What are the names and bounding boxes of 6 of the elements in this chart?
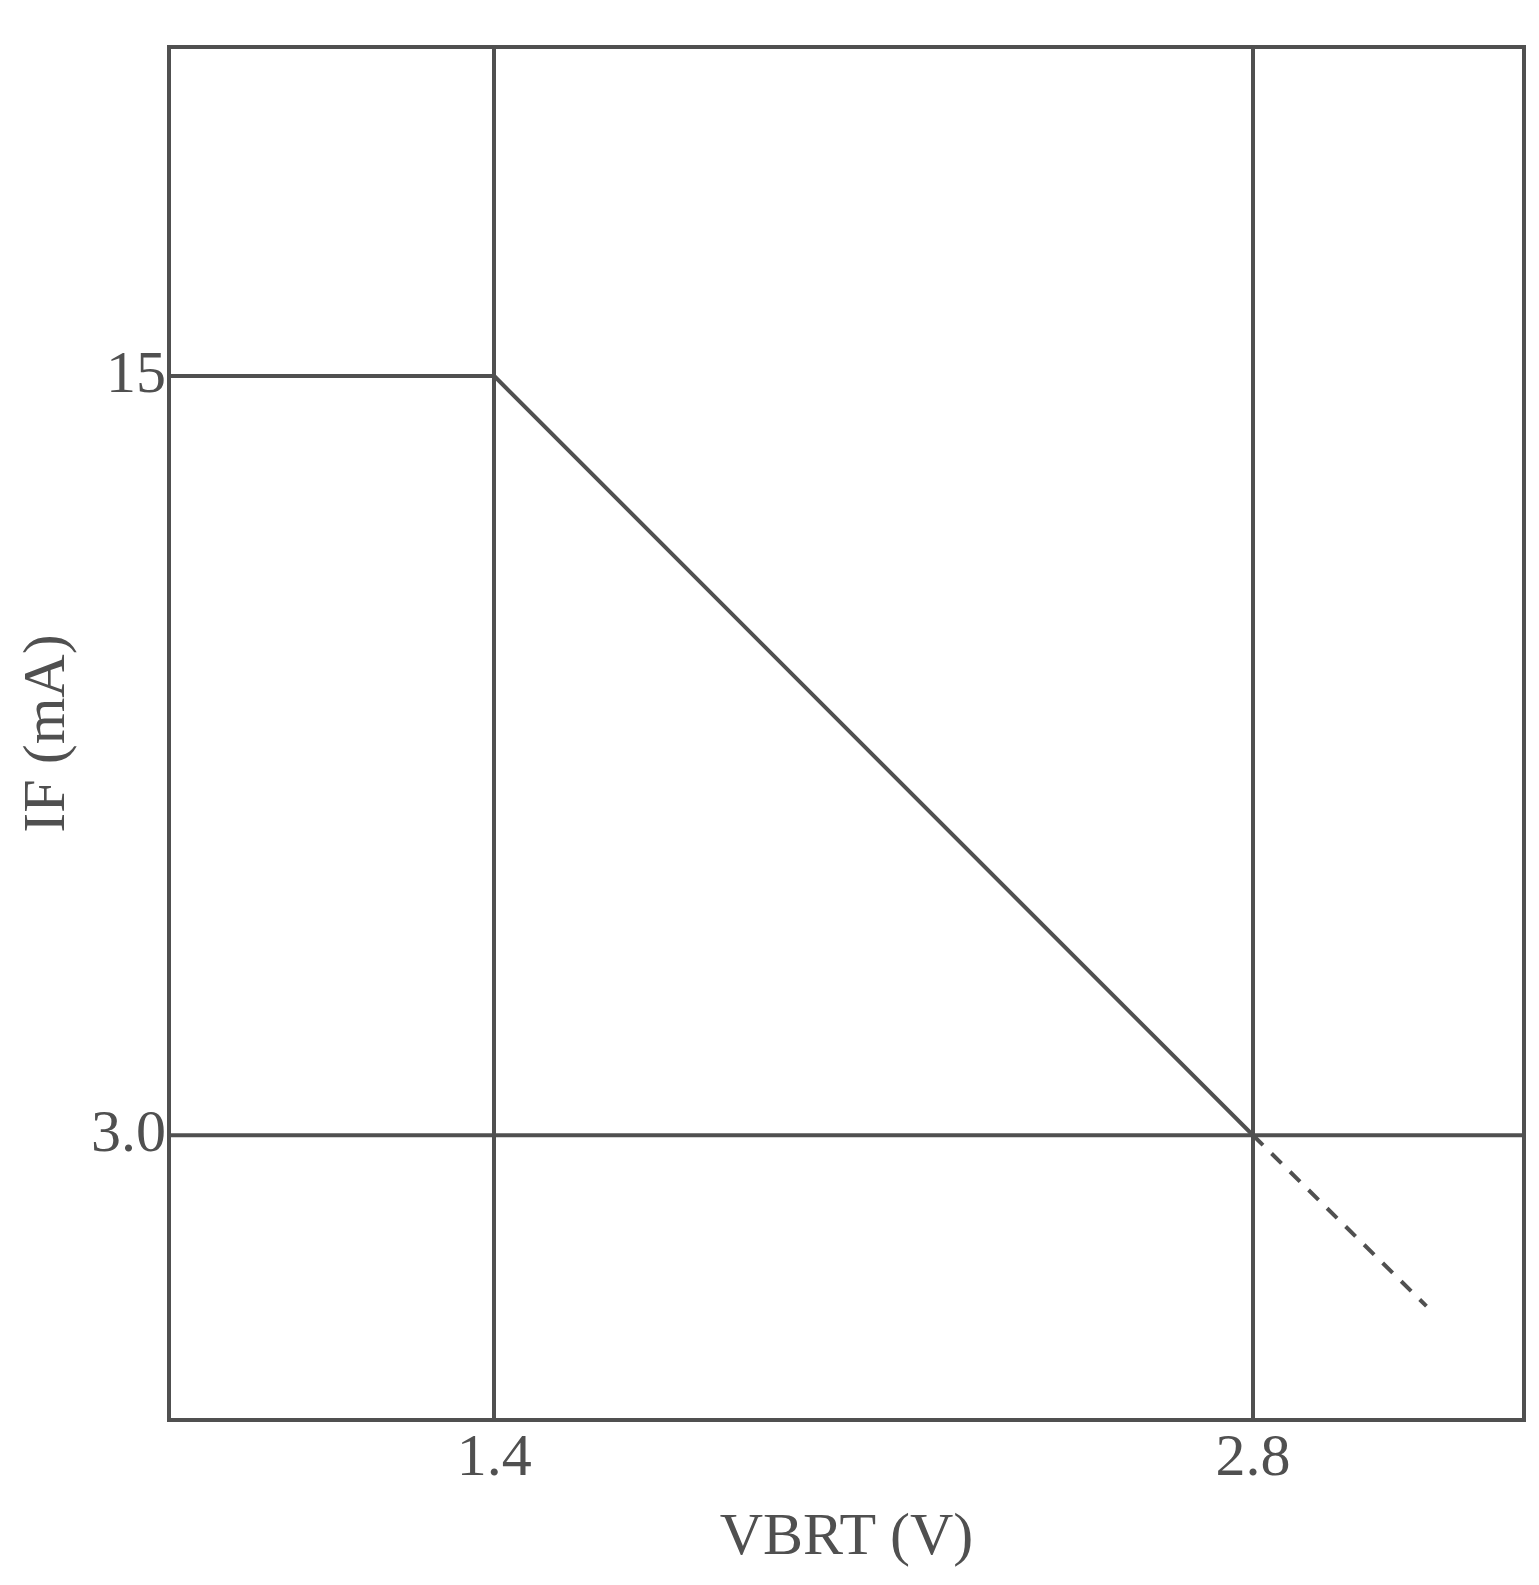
y-tick-label: 15 xyxy=(106,338,166,405)
x-axis-title: VBRT (V) xyxy=(719,1500,974,1567)
x-tick-label: 1.4 xyxy=(456,1421,532,1488)
y-axis-title: IF (mA) xyxy=(10,634,77,833)
x-tick-label: 2.8 xyxy=(1215,1421,1291,1488)
y-tick-label: 3.0 xyxy=(91,1098,166,1165)
